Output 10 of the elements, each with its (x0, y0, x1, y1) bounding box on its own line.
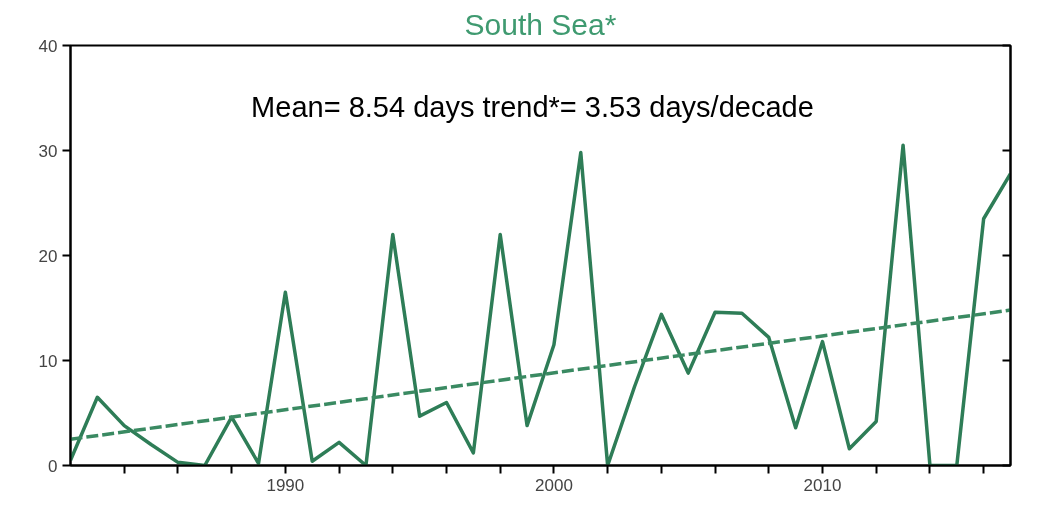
y-tick-label: 10 (38, 351, 58, 371)
chart-title: South Sea* (464, 7, 617, 41)
y-tick-label: 40 (38, 36, 58, 56)
y-tick-label: 30 (38, 141, 58, 161)
x-tick-label: 2010 (803, 475, 842, 495)
x-tick-label: 1990 (266, 475, 305, 495)
x-tick-label: 2000 (535, 475, 573, 495)
annotation: Mean= 8.54 days trend*= 3.53 days/decade (251, 90, 814, 123)
y-tick-label: 20 (38, 246, 58, 266)
y-tick-label: 0 (48, 456, 58, 476)
